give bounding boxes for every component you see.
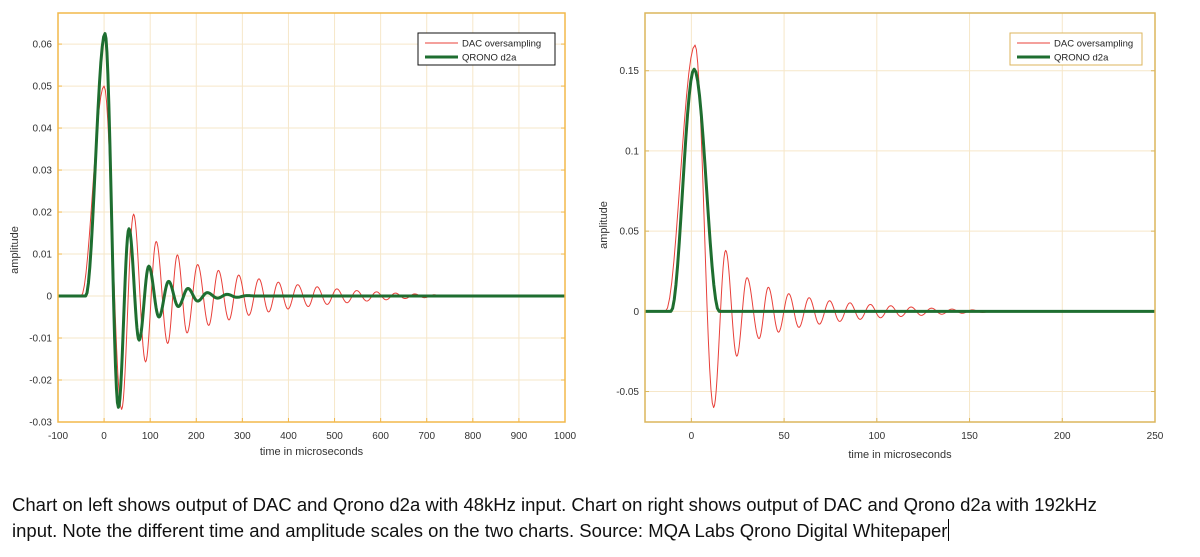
series-line-qrono-d2a xyxy=(58,32,565,409)
y-tick-label: -0.02 xyxy=(29,376,52,387)
y-tick-label: 0 xyxy=(46,292,52,303)
legend: DAC oversampling QRONO d2a xyxy=(417,32,556,66)
y-tick-label: 0.03 xyxy=(33,166,53,177)
plot-area xyxy=(58,13,565,422)
legend: DAC oversampling QRONO d2a xyxy=(1009,32,1143,66)
x-tick-label: 300 xyxy=(234,431,251,442)
y-tick-label: 0.1 xyxy=(625,146,639,157)
plot-area xyxy=(645,13,1155,422)
x-tick-label: 500 xyxy=(326,431,343,442)
x-tick-label: 700 xyxy=(418,431,435,442)
x-tick-label: 150 xyxy=(961,431,978,442)
legend-label: DAC oversampling xyxy=(1054,39,1133,50)
x-axis-label: time in microseconds xyxy=(260,446,364,458)
y-tick-label: 0.15 xyxy=(620,66,640,77)
x-tick-label: 200 xyxy=(1054,431,1071,442)
x-tick-label: 800 xyxy=(464,431,481,442)
y-tick-label: 0.05 xyxy=(33,82,53,93)
x-tick-label: 250 xyxy=(1147,431,1164,442)
y-axis-label: amplitude xyxy=(9,226,21,274)
figure-caption: Chart on left shows output of DAC and Qr… xyxy=(12,492,1192,544)
x-axis-label: time in microseconds xyxy=(848,449,952,461)
y-tick-label: -0.03 xyxy=(29,418,52,429)
y-axis-label: amplitude xyxy=(598,201,610,249)
caption-line-2-text: input. Note the different time and ampli… xyxy=(12,520,948,541)
x-tick-label: 100 xyxy=(868,431,885,442)
chart-left-48khz: -100 0 100 200 300 400 500 600 700 800 900 1000 0.06… xyxy=(9,12,577,458)
legend-box xyxy=(1009,32,1143,66)
x-tick-label: 200 xyxy=(188,431,205,442)
caption-line-1: Chart on left shows output of DAC and Qr… xyxy=(12,494,1097,515)
y-tick-label: 0.01 xyxy=(33,250,53,261)
y-tick-label: -0.05 xyxy=(616,387,639,398)
plot-frame xyxy=(644,12,1156,423)
x-tick-label: 1000 xyxy=(554,431,577,442)
x-tick-label: 400 xyxy=(280,431,297,442)
legend-label: QRONO d2a xyxy=(462,53,517,64)
x-tick-label: -100 xyxy=(48,431,68,442)
y-tick-label: 0.04 xyxy=(33,124,53,135)
text-cursor xyxy=(948,519,950,541)
plot-frame xyxy=(57,12,566,423)
y-tick-label: 0.02 xyxy=(33,208,53,219)
y-tick-label: 0.05 xyxy=(620,227,640,238)
legend-label: DAC oversampling xyxy=(462,39,541,50)
x-tick-label: 900 xyxy=(511,431,528,442)
caption-line-2: input. Note the different time and ampli… xyxy=(12,518,1192,544)
legend-label: QRONO d2a xyxy=(1054,53,1109,64)
charts-canvas: -100 0 100 200 300 400 500 600 700 800 900 10000.06… xyxy=(9,12,1164,461)
x-tick-label: 50 xyxy=(779,431,791,442)
y-tick-label: 0 xyxy=(633,307,639,318)
legend-box xyxy=(417,32,556,66)
series-line-qrono-d2a xyxy=(645,67,1155,313)
chart-right-192khz: 0 50 100 150 200 250 0.15 0.1 0.05 0 -0.05 time in … xyxy=(598,12,1164,461)
y-tick-label: 0.06 xyxy=(33,40,53,51)
x-tick-label: 0 xyxy=(101,431,107,442)
x-tick-label: 600 xyxy=(372,431,389,442)
x-tick-label: 100 xyxy=(142,431,159,442)
y-tick-label: -0.01 xyxy=(29,334,52,345)
x-tick-label: 0 xyxy=(689,431,695,442)
